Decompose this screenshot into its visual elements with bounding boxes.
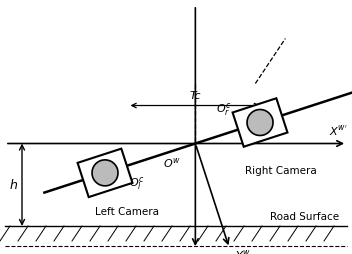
Text: Left Camera: Left Camera — [95, 207, 159, 217]
Text: Tc: Tc — [189, 90, 201, 101]
Text: $Y^w$: $Y^w$ — [235, 248, 251, 254]
Bar — [77, 149, 132, 197]
Bar — [233, 98, 288, 147]
Text: $h$: $h$ — [9, 178, 18, 192]
Circle shape — [247, 109, 273, 135]
Text: $\theta$: $\theta$ — [256, 123, 265, 136]
Circle shape — [92, 160, 118, 186]
Text: $X^{w'}$: $X^{w'}$ — [329, 123, 348, 137]
Text: Road Surface: Road Surface — [270, 212, 339, 222]
Text: $O_r^c$: $O_r^c$ — [216, 102, 232, 119]
Text: $O_l^c$: $O_l^c$ — [129, 175, 145, 192]
Text: $O^w$: $O^w$ — [163, 155, 181, 169]
Text: Right Camera: Right Camera — [245, 166, 317, 176]
